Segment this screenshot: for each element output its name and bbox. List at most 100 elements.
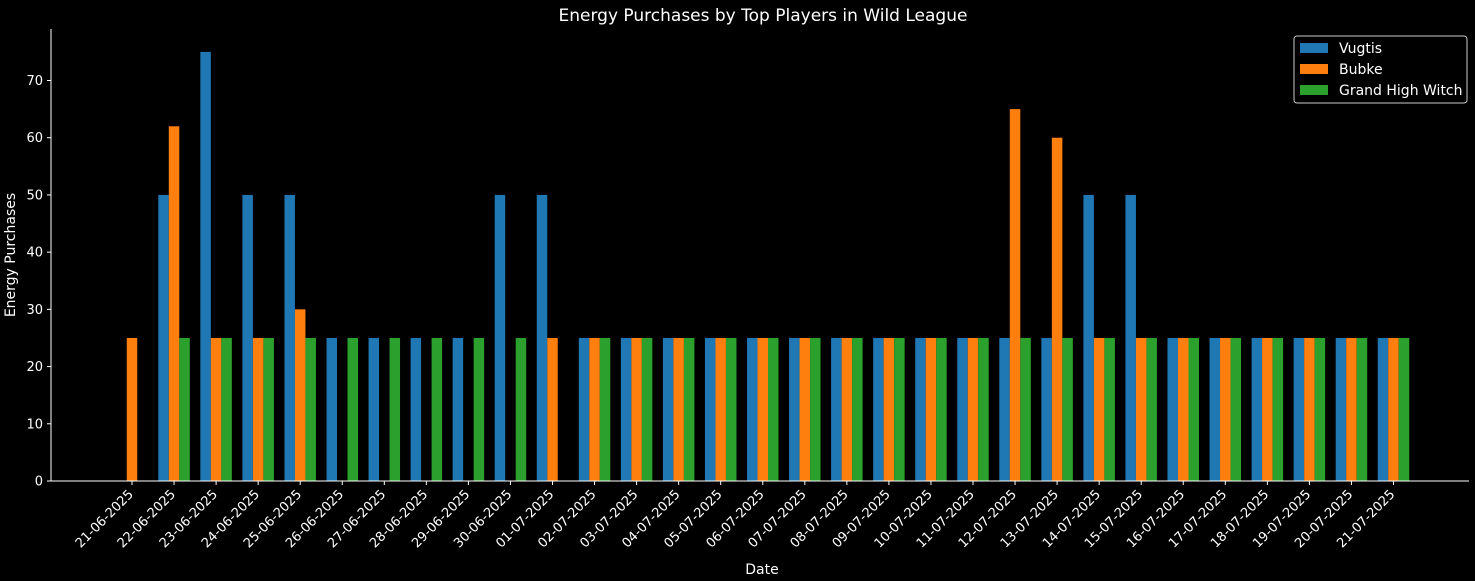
y-axis-label: Energy Purchases <box>3 193 19 317</box>
legend-label: Bubke <box>1339 62 1383 78</box>
bar-vugtis-13-07-2025 <box>1041 337 1052 481</box>
bar-grand-high-witch-16-07-2025 <box>1188 337 1199 481</box>
bar-vugtis-03-07-2025 <box>620 337 632 481</box>
bar-bubke-22-06-2025 <box>168 126 180 482</box>
bar-grand-high-witch-21-07-2025 <box>1398 337 1410 481</box>
bar-bubke-09-07-2025 <box>883 337 895 481</box>
bar-grand-high-witch-22-06-2025 <box>179 337 190 481</box>
bar-bubke-04-07-2025 <box>673 337 684 481</box>
bar-grand-high-witch-27-06-2025 <box>389 337 401 481</box>
y-tick-label: 30 <box>26 303 43 318</box>
bar-vugtis-22-06-2025 <box>158 194 169 482</box>
bar-grand-high-witch-11-07-2025 <box>978 337 989 481</box>
bar-grand-high-witch-30-06-2025 <box>515 337 527 481</box>
y-tick-label: 0 <box>35 475 43 490</box>
y-tick-label: 60 <box>26 131 43 146</box>
y-tick-label: 20 <box>26 360 43 375</box>
x-axis-label: Date <box>745 562 778 578</box>
bar-bubke-12-07-2025 <box>1009 109 1021 481</box>
legend: Vugtis Bubke Grand High Witch <box>1293 35 1468 104</box>
bar-vugtis-07-07-2025 <box>789 337 800 481</box>
bar-vugtis-08-07-2025 <box>831 337 842 481</box>
y-tick-label: 10 <box>26 417 43 432</box>
bar-vugtis-19-07-2025 <box>1293 337 1305 481</box>
bar-bubke-13-07-2025 <box>1051 137 1063 481</box>
bar-bubke-25-06-2025 <box>294 309 306 481</box>
bar-grand-high-witch-07-07-2025 <box>810 337 821 481</box>
bar-vugtis-23-06-2025 <box>200 51 211 481</box>
bar-bubke-02-07-2025 <box>589 337 600 481</box>
bar-bubke-24-06-2025 <box>252 337 264 481</box>
bar-bubke-15-07-2025 <box>1135 337 1147 481</box>
bars-group <box>126 51 1410 482</box>
bar-bubke-10-07-2025 <box>925 337 937 481</box>
bar-grand-high-witch-14-07-2025 <box>1104 337 1115 481</box>
bar-bubke-07-07-2025 <box>799 337 811 481</box>
bar-bubke-23-06-2025 <box>210 337 222 481</box>
bar-grand-high-witch-04-07-2025 <box>683 337 695 481</box>
bar-vugtis-12-07-2025 <box>999 337 1010 481</box>
legend-swatch-bubke <box>1300 64 1328 74</box>
bar-grand-high-witch-15-07-2025 <box>1146 337 1157 481</box>
bar-vugtis-04-07-2025 <box>662 337 674 481</box>
bar-bubke-11-07-2025 <box>967 337 979 481</box>
y-tick-label: 40 <box>26 246 43 261</box>
bar-vugtis-05-07-2025 <box>704 337 716 481</box>
bar-vugtis-27-06-2025 <box>368 337 380 481</box>
bar-bubke-05-07-2025 <box>715 337 726 481</box>
bar-grand-high-witch-05-07-2025 <box>725 337 737 481</box>
bar-grand-high-witch-13-07-2025 <box>1062 337 1073 481</box>
bar-grand-high-witch-23-06-2025 <box>221 337 232 481</box>
bar-grand-high-witch-28-06-2025 <box>431 337 443 481</box>
bar-bubke-08-07-2025 <box>841 337 853 481</box>
bar-vugtis-06-07-2025 <box>747 337 758 481</box>
bar-grand-high-witch-08-07-2025 <box>852 337 863 481</box>
bar-bubke-16-07-2025 <box>1178 337 1189 481</box>
bar-bubke-14-07-2025 <box>1093 337 1105 481</box>
bar-grand-high-witch-29-06-2025 <box>473 337 485 481</box>
bar-grand-high-witch-18-07-2025 <box>1272 337 1284 481</box>
bar-grand-high-witch-17-07-2025 <box>1230 337 1242 481</box>
x-axis: 21-06-202522-06-202523-06-202524-06-2025… <box>51 480 1469 551</box>
bar-bubke-18-07-2025 <box>1262 337 1273 481</box>
y-tick-label: 50 <box>26 188 43 203</box>
bar-grand-high-witch-10-07-2025 <box>936 337 947 481</box>
bar-vugtis-29-06-2025 <box>452 337 464 481</box>
bar-vugtis-15-07-2025 <box>1125 194 1136 482</box>
bar-grand-high-witch-24-06-2025 <box>263 337 274 481</box>
bar-grand-high-witch-20-07-2025 <box>1356 337 1368 481</box>
legend-swatch-vugtis <box>1300 43 1328 53</box>
bar-bubke-20-07-2025 <box>1346 337 1357 481</box>
bar-bubke-17-07-2025 <box>1220 337 1231 481</box>
bar-grand-high-witch-09-07-2025 <box>894 337 905 481</box>
bar-grand-high-witch-02-07-2025 <box>599 337 611 481</box>
bar-grand-high-witch-26-06-2025 <box>347 337 358 481</box>
bar-bubke-19-07-2025 <box>1304 337 1315 481</box>
bar-vugtis-16-07-2025 <box>1167 337 1178 481</box>
bar-vugtis-11-07-2025 <box>957 337 968 481</box>
bar-vugtis-09-07-2025 <box>873 337 884 481</box>
bar-vugtis-14-07-2025 <box>1083 194 1094 482</box>
bar-bubke-03-07-2025 <box>631 337 642 481</box>
bar-vugtis-28-06-2025 <box>410 337 422 481</box>
bar-grand-high-witch-25-06-2025 <box>305 337 316 481</box>
bar-vugtis-20-07-2025 <box>1335 337 1347 481</box>
bar-grand-high-witch-03-07-2025 <box>641 337 653 481</box>
bar-vugtis-30-06-2025 <box>494 194 506 482</box>
bar-vugtis-26-06-2025 <box>326 337 337 481</box>
bar-vugtis-24-06-2025 <box>242 194 253 482</box>
bar-vugtis-18-07-2025 <box>1251 337 1263 481</box>
legend-swatch-grand-high-witch <box>1300 85 1328 95</box>
bar-grand-high-witch-19-07-2025 <box>1314 337 1326 481</box>
y-tick-label: 70 <box>26 74 43 89</box>
bar-grand-high-witch-06-07-2025 <box>768 337 779 481</box>
bar-bubke-21-07-2025 <box>1388 337 1399 481</box>
bar-vugtis-25-06-2025 <box>284 194 295 482</box>
bar-vugtis-21-07-2025 <box>1377 337 1389 481</box>
y-axis: 0 10 20 30 40 50 60 70 <box>26 29 52 490</box>
chart-title: Energy Purchases by Top Players in Wild … <box>559 6 968 26</box>
legend-frame <box>1293 35 1468 104</box>
bar-vugtis-01-07-2025 <box>536 194 548 482</box>
bar-bubke-06-07-2025 <box>757 337 768 481</box>
